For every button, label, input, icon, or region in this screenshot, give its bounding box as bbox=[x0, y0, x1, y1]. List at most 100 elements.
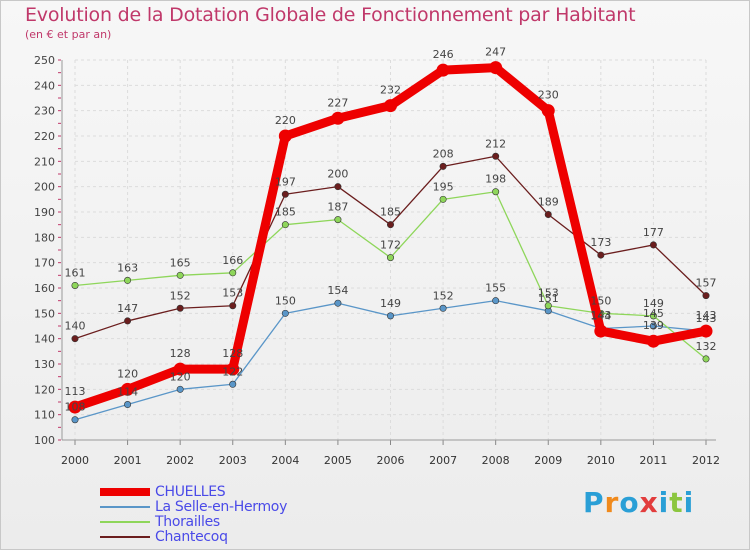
data-label: 246 bbox=[433, 48, 454, 61]
data-point bbox=[541, 104, 555, 118]
data-label: 230 bbox=[538, 89, 559, 102]
data-label: 152 bbox=[433, 289, 454, 302]
data-point bbox=[278, 129, 292, 143]
data-label: 212 bbox=[485, 137, 506, 150]
y-tick-label: 110 bbox=[34, 409, 55, 422]
data-point bbox=[544, 302, 552, 310]
data-label: 198 bbox=[485, 173, 506, 186]
y-tick-label: 240 bbox=[34, 79, 55, 92]
data-label: 153 bbox=[222, 287, 243, 300]
data-point bbox=[71, 281, 79, 289]
data-point bbox=[436, 63, 450, 77]
data-label: 195 bbox=[433, 180, 454, 193]
data-label: 152 bbox=[170, 289, 191, 302]
legend-swatch bbox=[100, 521, 150, 523]
x-tick-label: 2001 bbox=[114, 454, 142, 467]
data-point bbox=[229, 302, 237, 310]
y-tick-label: 150 bbox=[34, 307, 55, 320]
data-point bbox=[649, 312, 657, 320]
x-tick-label: 2006 bbox=[377, 454, 405, 467]
data-point bbox=[439, 162, 447, 170]
data-point bbox=[386, 221, 394, 229]
data-point bbox=[176, 304, 184, 312]
data-point bbox=[334, 299, 342, 307]
data-point bbox=[597, 251, 605, 259]
data-label: 120 bbox=[117, 367, 138, 380]
x-tick-label: 2012 bbox=[692, 454, 720, 467]
data-point bbox=[229, 380, 237, 388]
data-point bbox=[386, 254, 394, 262]
data-label: 151 bbox=[538, 292, 559, 305]
brand-letter: P bbox=[583, 486, 605, 519]
data-point bbox=[124, 317, 132, 325]
data-label: 132 bbox=[696, 340, 717, 353]
data-label: 113 bbox=[65, 385, 86, 398]
x-tick-label: 2007 bbox=[429, 454, 457, 467]
data-label: 200 bbox=[327, 168, 348, 181]
data-label: 140 bbox=[65, 320, 86, 333]
data-point bbox=[124, 276, 132, 284]
data-point bbox=[173, 362, 187, 376]
data-label: 143 bbox=[590, 309, 611, 322]
x-tick-label: 2003 bbox=[219, 454, 247, 467]
data-point bbox=[492, 188, 500, 196]
y-tick-label: 100 bbox=[34, 434, 55, 447]
data-label: 150 bbox=[590, 294, 611, 307]
data-point bbox=[489, 61, 503, 75]
data-point bbox=[649, 322, 657, 330]
data-label: 247 bbox=[485, 46, 506, 59]
proxiti-logo: Proxiti bbox=[583, 486, 694, 519]
data-point bbox=[492, 152, 500, 160]
y-tick-label: 170 bbox=[34, 257, 55, 270]
data-point bbox=[281, 309, 289, 317]
x-tick-label: 2010 bbox=[587, 454, 615, 467]
data-label: 144 bbox=[590, 310, 611, 323]
y-tick-label: 160 bbox=[34, 282, 55, 295]
data-point bbox=[594, 324, 608, 338]
data-point bbox=[702, 292, 710, 300]
chart-title: Evolution de la Dotation Globale de Fonc… bbox=[25, 4, 636, 26]
data-label: 157 bbox=[696, 277, 717, 290]
data-label: 227 bbox=[327, 96, 348, 109]
x-tick-label: 2009 bbox=[534, 454, 562, 467]
legend-label: La Selle-en-Hermoy bbox=[155, 499, 288, 515]
data-label: 173 bbox=[590, 236, 611, 249]
y-tick-label: 210 bbox=[34, 155, 55, 168]
data-point bbox=[439, 304, 447, 312]
y-tick-label: 130 bbox=[34, 358, 55, 371]
brand-letter: o bbox=[619, 486, 640, 519]
data-label: 122 bbox=[222, 365, 243, 378]
x-tick-label: 2000 bbox=[61, 454, 89, 467]
data-point bbox=[176, 385, 184, 393]
y-tick-label: 190 bbox=[34, 206, 55, 219]
legend-swatch bbox=[100, 506, 150, 508]
data-label: 220 bbox=[275, 114, 296, 127]
data-label: 150 bbox=[275, 294, 296, 307]
x-tick-label: 2002 bbox=[166, 454, 194, 467]
y-tick-label: 250 bbox=[34, 54, 55, 67]
data-point bbox=[386, 312, 394, 320]
data-label: 189 bbox=[538, 196, 559, 209]
x-tick-label: 2004 bbox=[271, 454, 299, 467]
data-label: 120 bbox=[170, 370, 191, 383]
data-label: 149 bbox=[380, 297, 401, 310]
brand-letter: r bbox=[604, 486, 620, 519]
data-label: 185 bbox=[275, 206, 296, 219]
data-label: 208 bbox=[433, 147, 454, 160]
data-point bbox=[384, 99, 397, 113]
data-point bbox=[334, 183, 342, 191]
data-point bbox=[121, 382, 135, 396]
data-label: 154 bbox=[327, 284, 348, 297]
data-point bbox=[68, 400, 82, 414]
data-label: 163 bbox=[117, 261, 138, 274]
data-label: 161 bbox=[65, 266, 86, 279]
legend-label: Thorailles bbox=[155, 514, 220, 530]
data-label: 177 bbox=[643, 226, 664, 239]
data-label: 139 bbox=[643, 319, 664, 332]
data-label: 185 bbox=[380, 206, 401, 219]
data-label: 143 bbox=[696, 312, 717, 325]
data-label: 232 bbox=[380, 84, 401, 97]
x-tick-label: 2008 bbox=[482, 454, 510, 467]
